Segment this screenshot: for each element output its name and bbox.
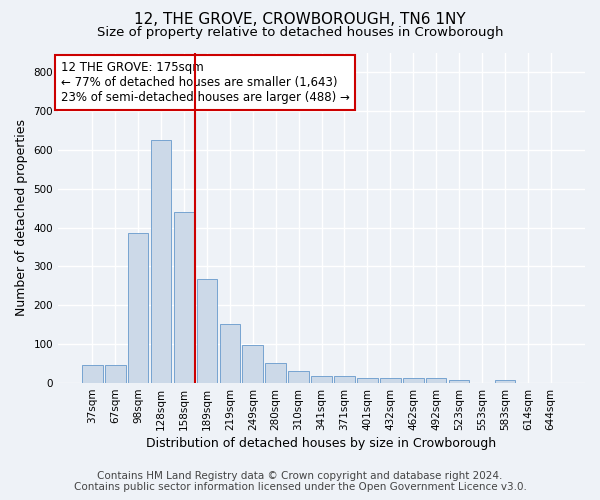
- Bar: [494, 380, 515, 383]
- Y-axis label: Number of detached properties: Number of detached properties: [15, 120, 28, 316]
- Text: Contains HM Land Registry data © Crown copyright and database right 2024.
Contai: Contains HM Land Registry data © Crown c…: [74, 471, 526, 492]
- Bar: [403, 378, 424, 383]
- Bar: [151, 140, 172, 383]
- Bar: [288, 372, 309, 383]
- Bar: [265, 363, 286, 383]
- Bar: [449, 380, 469, 383]
- Bar: [242, 345, 263, 383]
- Bar: [82, 365, 103, 383]
- X-axis label: Distribution of detached houses by size in Crowborough: Distribution of detached houses by size …: [146, 437, 497, 450]
- Bar: [105, 365, 125, 383]
- Bar: [334, 376, 355, 383]
- Text: 12, THE GROVE, CROWBOROUGH, TN6 1NY: 12, THE GROVE, CROWBOROUGH, TN6 1NY: [134, 12, 466, 28]
- Bar: [426, 378, 446, 383]
- Text: Size of property relative to detached houses in Crowborough: Size of property relative to detached ho…: [97, 26, 503, 39]
- Bar: [197, 279, 217, 383]
- Bar: [357, 378, 377, 383]
- Bar: [220, 324, 240, 383]
- Text: 12 THE GROVE: 175sqm
← 77% of detached houses are smaller (1,643)
23% of semi-de: 12 THE GROVE: 175sqm ← 77% of detached h…: [61, 61, 350, 104]
- Bar: [311, 376, 332, 383]
- Bar: [128, 234, 148, 383]
- Bar: [380, 378, 401, 383]
- Bar: [173, 212, 194, 383]
